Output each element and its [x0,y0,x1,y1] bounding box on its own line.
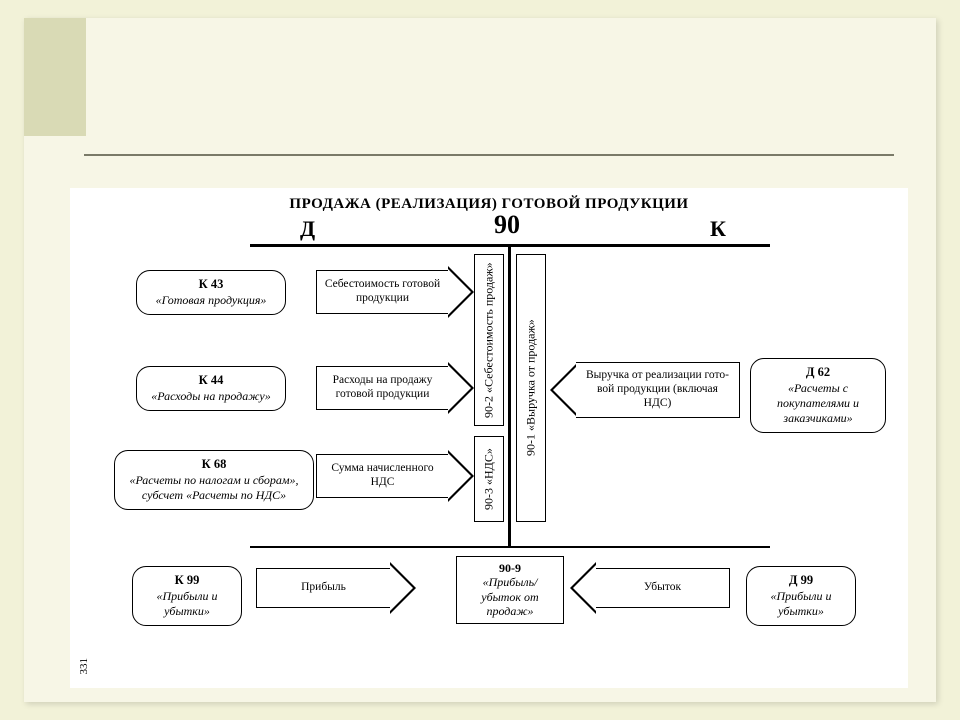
arrow-label: Прибыль [256,568,390,608]
acct-code: Д 62 [806,365,830,379]
top-rule [84,154,894,156]
acct-code: К 44 [199,373,224,387]
col-90-2: 90-2 «Себестоимость продаж» [474,254,504,426]
col-90-1: 90-1 «Выручка от продаж» [516,254,546,522]
acct-k68: К 68 «Расчеты по налогам и сборам», субс… [114,450,314,510]
arrow-selling-exp: Расходы на продажу готовой продукции [316,360,474,416]
debit-label: Д [300,216,315,242]
arrow-label: Выручка от реализации гото- вой продукци… [576,362,740,418]
arrow-vat: Сумма начисленного НДС [316,448,474,504]
acct-name: «Расчеты по налогам и сборам», субсчет «… [129,473,298,502]
acct-name: «Расходы на продажу» [151,389,270,403]
acct-code: К 68 [202,457,227,471]
acct-name: «Прибыли и убытки» [770,589,831,618]
arrow-revenue: Выручка от реализации гото- вой продукци… [550,358,740,422]
bottom-rule [250,546,770,548]
acct-d99: Д 99 «Прибыли и убытки» [746,566,856,626]
arrow-cost: Себестоимость готовой продукции [316,264,474,320]
acct-d62: Д 62 «Расчеты с покупателями и заказчика… [750,358,886,433]
arrow-label: Сумма начисленного НДС [316,454,448,498]
arrow-label: Расходы на продажу готовой продукции [316,366,448,410]
acct-k44: К 44 «Расходы на продажу» [136,366,286,411]
box-90-9: 90-9 «Прибыль/ убыток от продаж» [456,556,564,624]
arrow-label: Убыток [596,568,730,608]
account-number: 90 [494,210,520,240]
diagram-title: ПРОДАЖА (РЕАЛИЗАЦИЯ) ГОТОВОЙ ПРОДУКЦИИ [70,196,908,213]
acct-code: Д 99 [789,573,813,587]
corner-accent [24,18,86,136]
acct-code: К 43 [199,277,224,291]
slide-frame: ПРОДАЖА (РЕАЛИЗАЦИЯ) ГОТОВОЙ ПРОДУКЦИИ Д… [24,18,936,702]
credit-label: К [710,216,726,242]
arrow-loss: Убыток [570,562,730,614]
acct-name: «Прибыли и убытки» [156,589,217,618]
acct-k99: К 99 «Прибыли и убытки» [132,566,242,626]
acct-name: «Расчеты с покупателями и заказчиками» [777,381,859,425]
diagram-panel: ПРОДАЖА (РЕАЛИЗАЦИЯ) ГОТОВОЙ ПРОДУКЦИИ Д… [70,188,908,688]
arrow-label: Себестоимость готовой продукции [316,270,448,314]
acct-code: К 99 [175,573,200,587]
page-number: 331 [78,658,90,675]
t-vbar [508,244,511,548]
acct-name: «Готовая продукция» [156,293,267,307]
col-90-3: 90-3 «НДС» [474,436,504,522]
arrow-profit: Прибыль [256,562,416,614]
acct-k43: К 43 «Готовая продукция» [136,270,286,315]
